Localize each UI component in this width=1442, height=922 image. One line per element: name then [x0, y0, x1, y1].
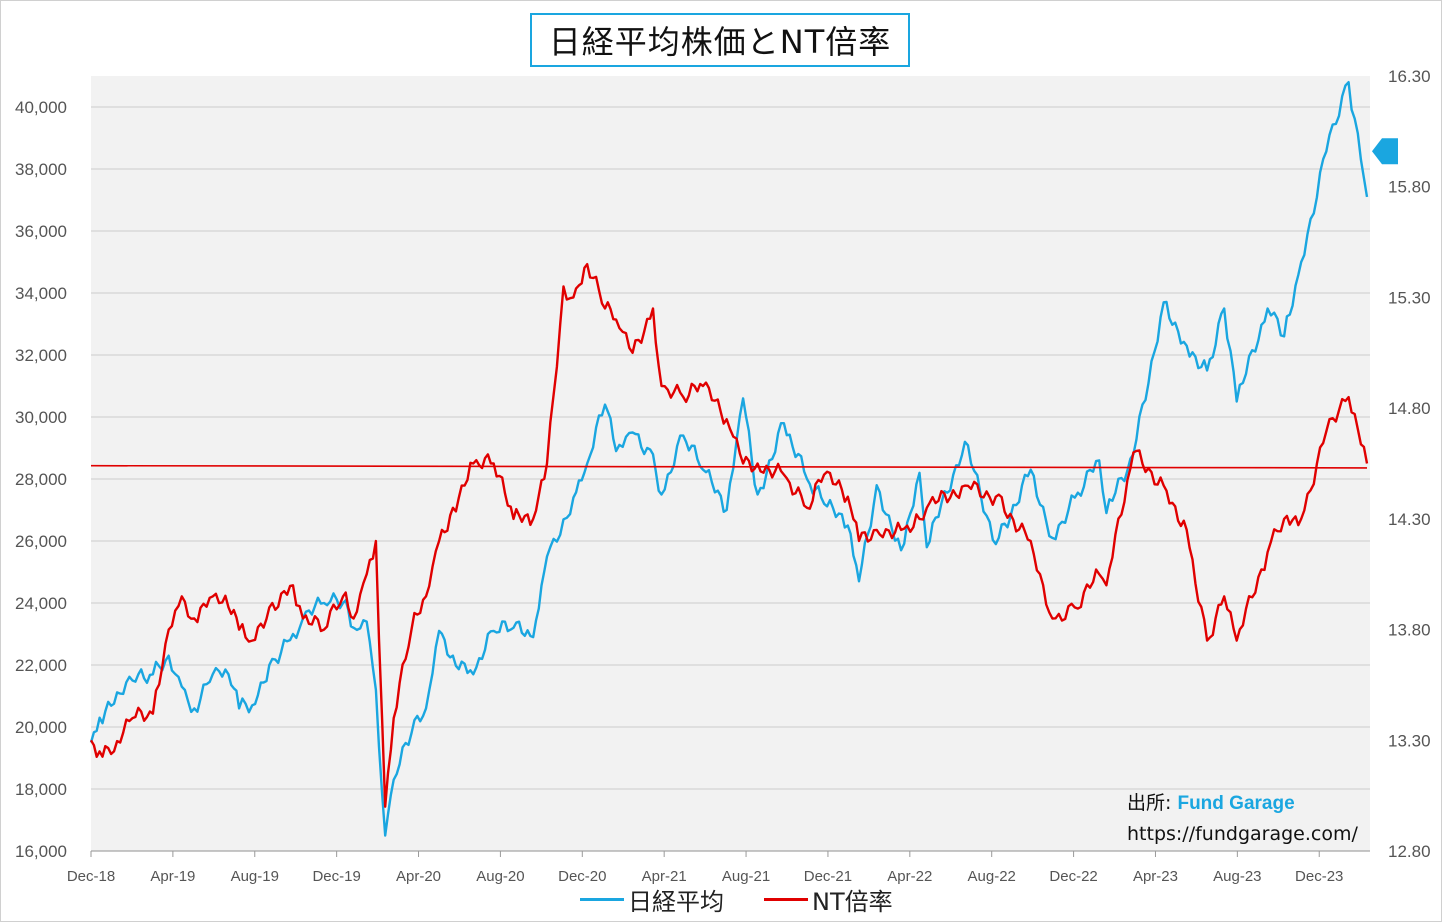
y-left-tick-label: 34,000 — [15, 284, 67, 303]
legend-label-nt-ratio: NT倍率 — [812, 887, 893, 916]
nt-ratio-reference-line — [90, 464, 1368, 469]
x-tick-label: Aug-21 — [722, 868, 770, 885]
legend: 日経平均 NT倍率 — [580, 882, 933, 917]
series-group — [89, 80, 1369, 837]
y-right-tick-label: 14.30 — [1388, 510, 1431, 529]
source-note: 出所: Fund Garage https://fundgarage.com/ — [1127, 788, 1358, 849]
legend-swatch-nikkei — [580, 897, 624, 901]
y-left-tick-label: 30,000 — [15, 408, 67, 427]
x-tick-label: Apr-20 — [396, 868, 441, 885]
source-line: 出所: Fund Garage — [1127, 788, 1358, 819]
x-axis: Dec-18 Apr-19 Aug-19 Dec-19 Apr-20 Aug-20 Dec-… — [67, 850, 1370, 885]
y-left-tick-label: 20,000 — [15, 718, 67, 737]
y-left-tick-label: 16,000 — [15, 842, 67, 861]
y-right-tick-label: 13.30 — [1388, 731, 1431, 750]
x-tick-label: Aug-22 — [968, 868, 1016, 885]
nt-ratio-line — [89, 263, 1369, 808]
chart-title: 日経平均株価とNT倍率 — [530, 13, 910, 67]
legend-swatch-nt-ratio — [764, 897, 808, 901]
x-tick-label: Dec-23 — [1295, 868, 1343, 885]
legend-item-nt-ratio: NT倍率 — [764, 882, 893, 917]
y-right-tick-label: 15.80 — [1388, 178, 1431, 197]
x-tick-label: Dec-18 — [67, 868, 115, 885]
y-left-tick-label: 40,000 — [15, 98, 67, 117]
y-left-tick-label: 36,000 — [15, 222, 67, 241]
x-tick-label: Dec-19 — [312, 868, 360, 885]
x-tick-label: Apr-23 — [1133, 868, 1178, 885]
plot-area — [91, 76, 1370, 851]
source-separator: : — [1165, 792, 1172, 814]
y-right-tick-label: 15.30 — [1388, 288, 1431, 307]
x-tick-label: Dec-20 — [558, 868, 606, 885]
y-left-tick-label: 38,000 — [15, 160, 67, 179]
x-tick-label: Dec-21 — [804, 868, 852, 885]
source-url: https://fundgarage.com/ — [1127, 823, 1358, 845]
source-label: 出所 — [1127, 792, 1166, 814]
y-left-tick-label: 28,000 — [15, 470, 67, 489]
x-tick-label: Aug-20 — [476, 868, 524, 885]
y-right-tick-label: 14.80 — [1388, 399, 1431, 418]
legend-item-nikkei: 日経平均 — [580, 882, 724, 917]
source-brand: Fund Garage — [1177, 793, 1295, 814]
y-axis-left: 16,000 18,000 20,000 22,000 24,000 26,000 28,0… — [15, 98, 67, 861]
latest-value-marker — [1372, 138, 1398, 165]
y-left-tick-label: 18,000 — [15, 780, 67, 799]
x-tick-label: Aug-23 — [1213, 868, 1261, 885]
y-left-tick-label: 22,000 — [15, 656, 67, 675]
y-axis-right: 12.80 13.30 13.80 14.30 14.80 15.30 15.80 16.30 — [1388, 67, 1431, 861]
y-left-tick-label: 24,000 — [15, 594, 67, 613]
x-tick-label: Apr-22 — [887, 868, 932, 885]
y-right-tick-label: 12.80 — [1388, 842, 1431, 861]
y-left-tick-label: 26,000 — [15, 532, 67, 551]
legend-label-nikkei: 日経平均 — [628, 887, 724, 916]
y-left-tick-label: 32,000 — [15, 346, 67, 365]
latest-marker — [1372, 138, 1398, 165]
nikkei-line — [89, 80, 1369, 837]
x-tick-label: Apr-21 — [642, 868, 687, 885]
x-tick-label: Aug-19 — [231, 868, 279, 885]
y-right-tick-label: 16.30 — [1388, 67, 1431, 86]
y-right-tick-label: 13.80 — [1388, 621, 1431, 640]
x-tick-label: Apr-19 — [150, 868, 195, 885]
x-tick-label: Dec-22 — [1049, 868, 1097, 885]
